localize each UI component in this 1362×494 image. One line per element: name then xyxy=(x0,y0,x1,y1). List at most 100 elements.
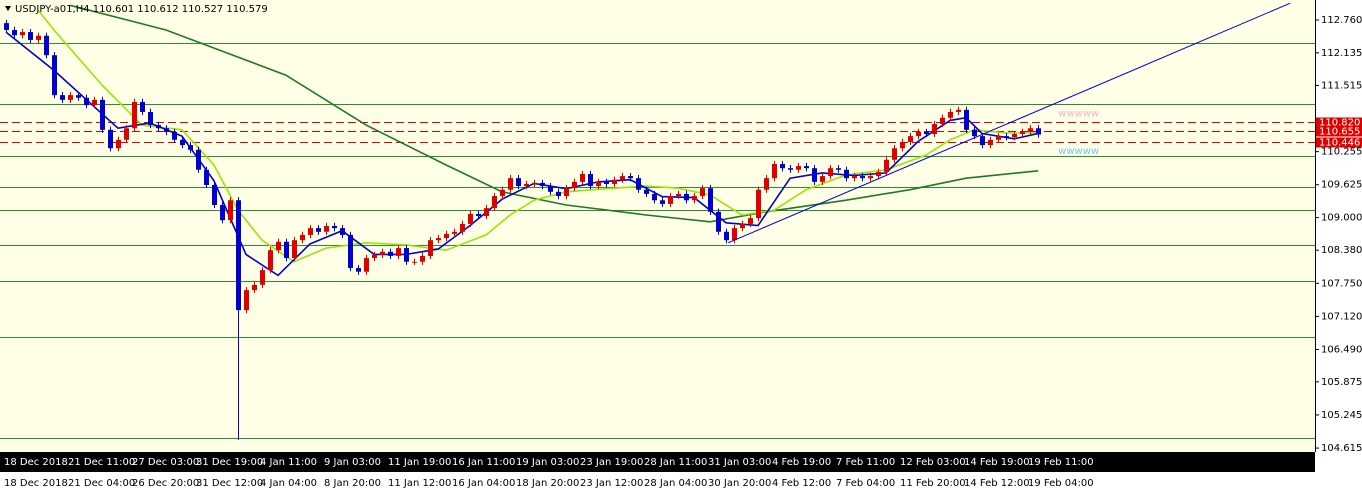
annotation: wwwww xyxy=(1058,109,1099,120)
plot-background xyxy=(0,0,1315,452)
candle-body xyxy=(52,55,57,96)
candle-body xyxy=(364,258,369,272)
x-tick-label-top: 21 Dec 11:00 xyxy=(68,457,135,468)
candle-body xyxy=(500,189,505,197)
candle-body xyxy=(812,168,817,182)
y-tick-label: 109.625 xyxy=(1321,180,1362,191)
candle-body xyxy=(412,261,417,263)
candle-body xyxy=(628,176,633,179)
x-tick-label-bottom: 19 Feb 04:00 xyxy=(1028,478,1094,489)
candle-body xyxy=(1020,131,1025,135)
y-tick-label: 107.120 xyxy=(1321,311,1362,322)
candle-body xyxy=(548,186,553,192)
candle-body xyxy=(260,270,265,285)
marked-level-tag xyxy=(1316,137,1362,148)
candle-body xyxy=(916,131,921,137)
candle-body xyxy=(60,95,65,100)
y-tick-label: 104.615 xyxy=(1321,443,1362,454)
candle-body xyxy=(868,176,873,179)
x-tick-label-top: 11 Jan 19:00 xyxy=(388,457,451,468)
y-tick-label: 108.380 xyxy=(1321,245,1362,256)
candle-body xyxy=(452,231,457,234)
x-tick-label-top: 4 Feb 19:00 xyxy=(772,457,831,468)
y-tick-label: 112.135 xyxy=(1321,48,1362,59)
candle-body xyxy=(732,228,737,241)
x-tick-label-top: 27 Dec 03:00 xyxy=(132,457,199,468)
candle-body xyxy=(532,182,537,184)
x-tick-label-bottom: 30 Jan 20:00 xyxy=(708,478,771,489)
candle-body xyxy=(844,169,849,179)
candle-body xyxy=(508,178,513,190)
y-tick-label: 105.875 xyxy=(1321,377,1362,388)
moving-average xyxy=(69,4,1039,223)
x-tick-label-bottom: 7 Feb 04:00 xyxy=(836,478,895,489)
candle-body xyxy=(28,32,33,40)
candle-body xyxy=(724,231,729,241)
candle-body xyxy=(68,95,73,100)
candle-body xyxy=(236,200,241,311)
candle-body xyxy=(860,176,865,179)
candle-body xyxy=(676,193,681,197)
marked-level-label: 110.820 xyxy=(1319,118,1360,129)
candle-body xyxy=(700,188,705,197)
candle-body xyxy=(484,208,489,217)
candle-body xyxy=(476,213,481,217)
x-tick-label-top: 12 Feb 03:00 xyxy=(900,457,966,468)
y-tick-label: 112.760 xyxy=(1321,15,1362,26)
candle-body xyxy=(132,101,137,129)
x-tick-label-top: 31 Dec 19:00 xyxy=(196,457,263,468)
candle-body xyxy=(644,189,649,194)
y-tick-label: 111.515 xyxy=(1321,80,1362,91)
x-tick-label-top: 18 Dec 2018 xyxy=(4,457,68,468)
candle-body xyxy=(940,117,945,125)
candle-body xyxy=(652,193,657,201)
candle-body xyxy=(764,178,769,190)
candle-body xyxy=(404,248,409,262)
candle-body xyxy=(780,163,785,169)
candle-body xyxy=(884,159,889,172)
x-tick-label-top: 28 Jan 11:00 xyxy=(644,457,707,468)
x-tick-label-bottom: 21 Dec 04:00 xyxy=(68,478,135,489)
candle-body xyxy=(292,240,297,259)
annotation: wwwww xyxy=(1058,146,1099,157)
candle-body xyxy=(372,254,377,259)
candle-body xyxy=(308,228,313,235)
candle-body xyxy=(900,141,905,149)
candle-body xyxy=(876,171,881,177)
candle-body xyxy=(332,226,337,229)
menu-triangle xyxy=(5,6,11,11)
x-tick-label-top: 19 Jan 03:00 xyxy=(516,457,579,468)
y-tick-label: 105.245 xyxy=(1321,410,1362,421)
candle-body xyxy=(84,97,89,106)
candle-body xyxy=(444,233,449,239)
candle-body xyxy=(428,240,433,256)
x-tick-label-bottom: 14 Feb 12:00 xyxy=(964,478,1030,489)
candle-body xyxy=(948,111,953,118)
candle-body xyxy=(956,109,961,112)
x-tick-label-bottom: 4 Feb 12:00 xyxy=(772,478,831,489)
candle-body xyxy=(924,131,929,135)
candle-body xyxy=(268,250,273,271)
candle-body xyxy=(76,95,81,98)
candle-body xyxy=(588,173,593,187)
candle-body xyxy=(1012,134,1017,138)
candle-body xyxy=(324,226,329,232)
candle-body xyxy=(540,182,545,187)
candle-body xyxy=(188,145,193,150)
candle-body xyxy=(228,200,233,221)
candle-body xyxy=(20,32,25,36)
candle-body xyxy=(420,255,425,262)
candle-body xyxy=(196,149,201,170)
candle-body xyxy=(524,183,529,187)
candle-body xyxy=(140,101,145,112)
x-tick-label-top: 14 Feb 19:00 xyxy=(964,457,1030,468)
marked-level-label: 110.655 xyxy=(1319,127,1360,138)
candle-body xyxy=(596,181,601,187)
candle-body xyxy=(684,193,689,201)
candle-body xyxy=(244,290,249,311)
candle-body xyxy=(1036,128,1041,135)
candle-body xyxy=(156,125,161,129)
candle-body xyxy=(300,234,305,241)
trendline xyxy=(727,2,1291,244)
candle-body xyxy=(276,241,281,251)
